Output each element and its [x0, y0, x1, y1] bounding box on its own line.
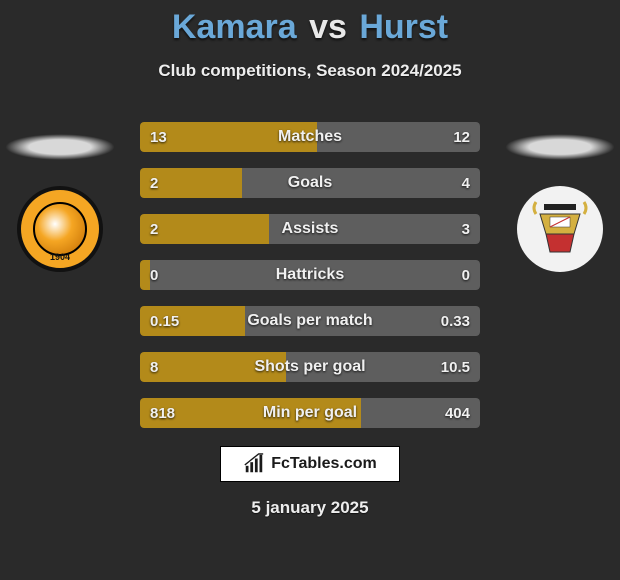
- date-label: 5 january 2025: [0, 498, 620, 518]
- bar-track: [140, 260, 480, 290]
- stat-row: Min per goal818404: [140, 398, 480, 428]
- bar-track: [140, 168, 480, 198]
- player1-name: Kamara: [172, 8, 297, 46]
- bar-segment-right: [269, 214, 480, 244]
- bar-track: [140, 122, 480, 152]
- bar-segment-right: [242, 168, 480, 198]
- stat-row: Shots per goal810.5: [140, 352, 480, 382]
- stat-row: Matches1312: [140, 122, 480, 152]
- title: Kamara vs Hurst: [0, 0, 620, 47]
- bar-segment-left: [140, 352, 286, 382]
- stat-row: Goals per match0.150.33: [140, 306, 480, 336]
- player1-silhouette-shadow: [5, 134, 115, 160]
- bar-track: [140, 214, 480, 244]
- club-crest-left: 1904: [17, 186, 103, 272]
- brand-badge[interactable]: FcTables.com: [220, 446, 400, 482]
- chart-icon: [243, 453, 265, 475]
- bar-segment-right: [286, 352, 480, 382]
- bar-segment-right: [245, 306, 480, 336]
- bar-track: [140, 352, 480, 382]
- club-crest-right: [517, 186, 603, 272]
- stat-row: Assists23: [140, 214, 480, 244]
- bar-segment-left: [140, 168, 242, 198]
- bar-segment-left: [140, 398, 361, 428]
- bar-segment-left: [140, 306, 245, 336]
- viking-icon: [530, 194, 590, 264]
- player1-slot: 1904: [0, 120, 120, 272]
- bar-segment-right: [361, 398, 480, 428]
- player2-slot: [500, 120, 620, 272]
- subtitle: Club competitions, Season 2024/2025: [0, 61, 620, 81]
- bar-segment-left: [140, 122, 317, 152]
- comparison-bars: Matches1312 Goals24 Assists23 Hattricks00 Go…: [140, 122, 480, 444]
- bar-segment-right: [317, 122, 480, 152]
- player2-silhouette-shadow: [505, 134, 615, 160]
- tiger-icon: [33, 202, 87, 256]
- brand-text: FcTables.com: [271, 455, 377, 473]
- bar-segment-left: [140, 214, 269, 244]
- vs-label: vs: [309, 8, 347, 46]
- crest-left-year: 1904: [50, 252, 70, 262]
- stat-row: Goals24: [140, 168, 480, 198]
- bar-track: [140, 306, 480, 336]
- bar-segment-right: [150, 260, 480, 290]
- bar-track: [140, 398, 480, 428]
- bar-segment-left: [140, 260, 150, 290]
- stat-row: Hattricks00: [140, 260, 480, 290]
- player2-name: Hurst: [359, 8, 448, 46]
